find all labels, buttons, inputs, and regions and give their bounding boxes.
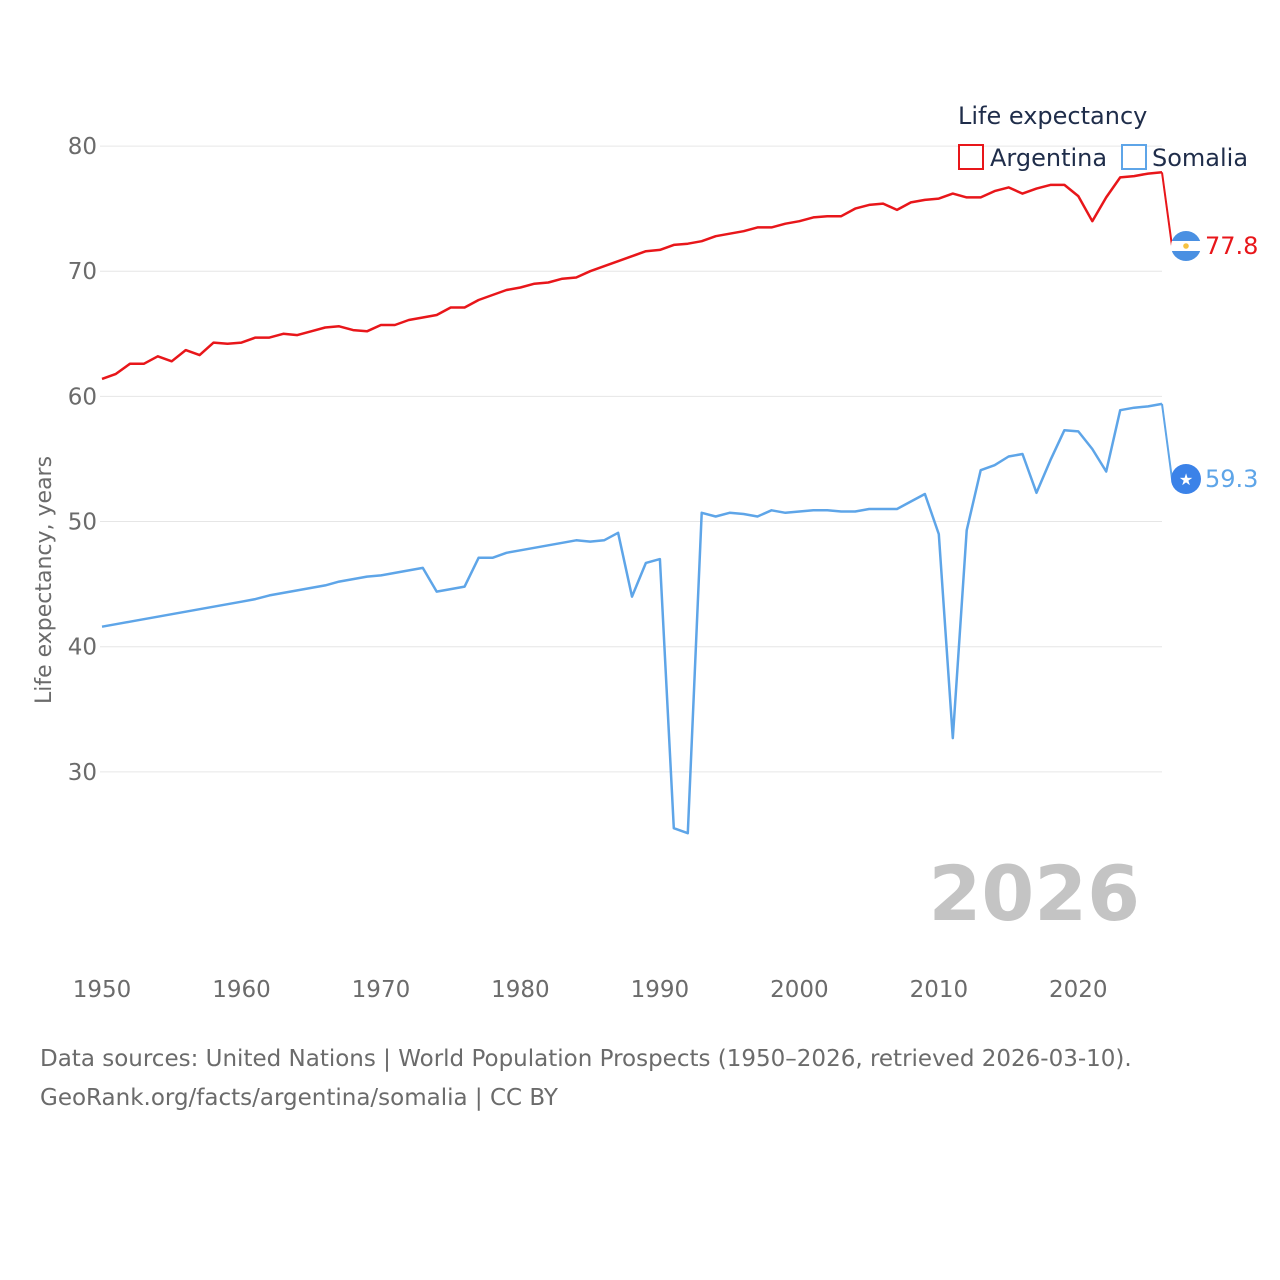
- legend: Life expectancy Argentina Somalia: [958, 102, 1248, 172]
- life-expectancy-chart: 30 40 50 60 70 80 1950 1960 1970 1980 1990 2000 201…: [32, 102, 1258, 1003]
- y-axis-label: Life expectancy, years: [32, 456, 57, 704]
- y-tick-label: 70: [68, 259, 97, 285]
- somalia-flag-icon: ★: [1171, 464, 1201, 494]
- y-tick-label: 40: [68, 635, 97, 661]
- series-line-somalia[interactable]: [101, 402, 1163, 835]
- legend-item-argentina[interactable]: Argentina: [958, 144, 1107, 172]
- x-tick-label: 2020: [1049, 977, 1108, 1003]
- series-line-argentina[interactable]: [101, 171, 1163, 381]
- end-value-argentina: 77.8: [1205, 232, 1258, 260]
- x-tick-label: 2000: [770, 977, 829, 1003]
- legend-title: Life expectancy: [958, 102, 1147, 130]
- end-connector-argentina: [1161, 172, 1173, 247]
- end-connector-somalia: [1161, 403, 1173, 480]
- end-value-somalia: 59.3: [1205, 465, 1258, 493]
- svg-text:★: ★: [1179, 470, 1193, 489]
- current-year-watermark: 2026: [928, 849, 1140, 938]
- x-tick-label: 1980: [491, 977, 550, 1003]
- y-axis-ticks: 30 40 50 60 70 80: [68, 134, 97, 786]
- legend-label-somalia: Somalia: [1152, 144, 1248, 172]
- x-tick-label: 2010: [910, 977, 969, 1003]
- y-tick-label: 60: [68, 384, 97, 410]
- legend-item-somalia[interactable]: Somalia: [1121, 144, 1248, 172]
- argentina-flag-icon: [1171, 231, 1201, 261]
- grid-lines: [100, 145, 1162, 773]
- legend-swatch-argentina: [958, 144, 984, 170]
- y-tick-label: 30: [68, 760, 97, 786]
- x-tick-label: 1970: [352, 977, 411, 1003]
- legend-swatch-somalia: [1121, 144, 1147, 170]
- x-axis-ticks: 1950 1960 1970 1980 1990 2000 2010 2020: [73, 977, 1108, 1003]
- series-lines: [101, 171, 1163, 835]
- y-tick-label: 80: [68, 134, 97, 160]
- x-tick-label: 1960: [212, 977, 271, 1003]
- data-source-footer: Data sources: United Nations | World Pop…: [40, 1040, 1260, 1118]
- x-tick-label: 1950: [73, 977, 132, 1003]
- series-end-markers: 77.8 ★ 59.3: [1161, 172, 1258, 494]
- x-tick-label: 1990: [631, 977, 690, 1003]
- legend-label-argentina: Argentina: [990, 144, 1107, 172]
- y-tick-label: 50: [68, 510, 97, 536]
- source-line: Data sources: United Nations | World Pop…: [40, 1046, 1132, 1072]
- source-url[interactable]: GeoRank.org/facts/argentina/somalia | CC…: [40, 1085, 558, 1111]
